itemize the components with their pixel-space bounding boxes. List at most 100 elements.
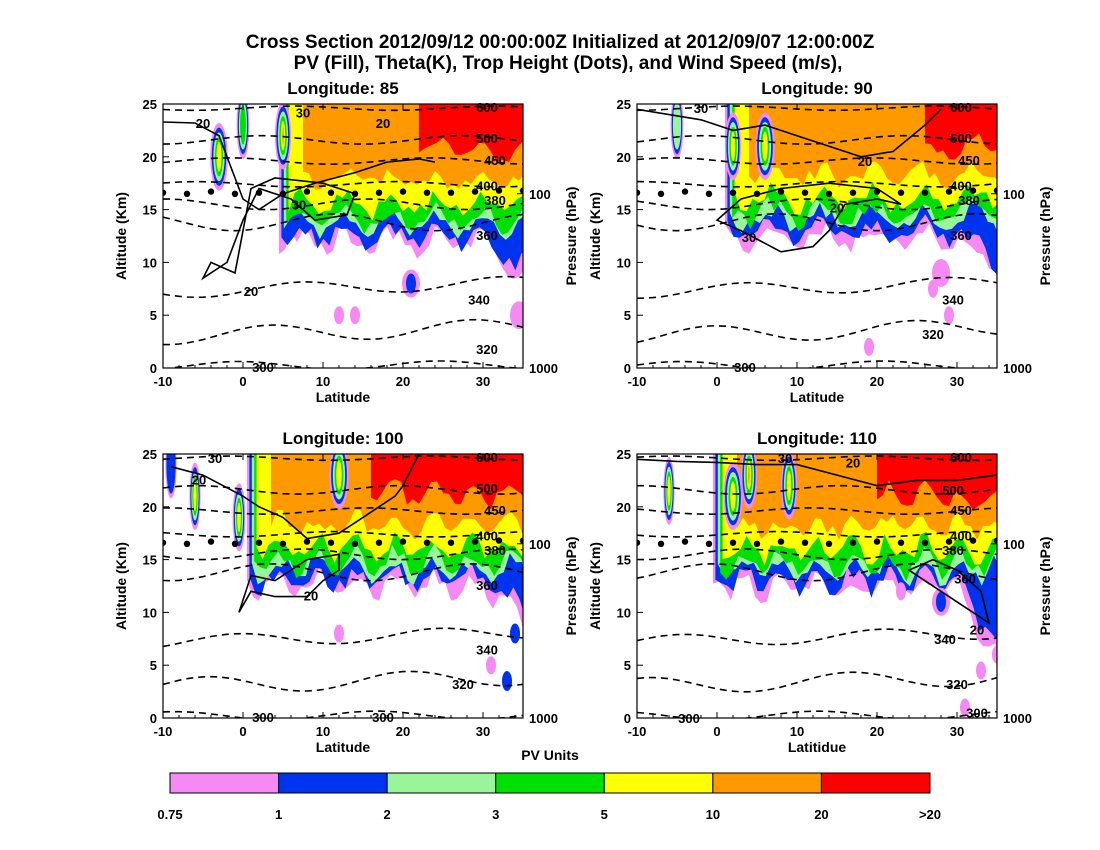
theta-label-500: 500 — [942, 483, 964, 498]
plot-area — [637, 454, 997, 718]
x-tick-label: 10 — [316, 374, 330, 389]
trop-height-dot — [495, 187, 503, 194]
x-tick-label: 20 — [870, 374, 884, 389]
x-tick-label: 30 — [476, 724, 490, 739]
y2-tick-label: 100 — [529, 187, 551, 202]
theta-contour — [637, 563, 997, 582]
trop-height-dot — [753, 190, 761, 197]
y2-axis-label: Pressure (hPa) — [563, 537, 579, 636]
trop-height-dot — [921, 539, 929, 546]
trop-height-dot — [231, 190, 239, 197]
x-tick-label: -10 — [628, 374, 647, 389]
y-tick-label: 5 — [150, 308, 157, 323]
theta-contour — [163, 563, 523, 582]
theta-label-600: 600 — [476, 450, 498, 465]
theta-contour — [163, 213, 523, 232]
theta-contour — [637, 530, 997, 538]
y-tick-label: 10 — [617, 605, 631, 620]
y-tick-label: 0 — [624, 711, 631, 726]
y2-tick-label: 1000 — [1003, 711, 1032, 726]
theta-label-400: 400 — [950, 528, 972, 543]
theta-label-400: 400 — [476, 528, 498, 543]
y2-axis-label: Pressure (hPa) — [1037, 537, 1053, 636]
y2-axis-label: Pressure (hPa) — [1037, 187, 1053, 286]
theta-label-340: 340 — [476, 642, 498, 657]
pv-filament — [730, 131, 736, 162]
pv-blob — [406, 273, 416, 294]
theta-label-380: 380 — [958, 193, 980, 208]
theta-contour — [163, 484, 523, 495]
x-tick-label: 20 — [396, 724, 410, 739]
trop-height-dot — [729, 189, 737, 196]
pv-blob — [992, 645, 997, 664]
y-tick-label: 25 — [617, 447, 631, 462]
theta-contour — [637, 276, 997, 299]
theta-label-380: 380 — [484, 543, 506, 558]
panel-title: Longitude: 85 — [287, 79, 398, 98]
pv-blob — [510, 301, 523, 330]
y2-axis-label: Pressure (hPa) — [563, 187, 579, 286]
theta-label-360: 360 — [954, 572, 976, 587]
y2-tick-label: 100 — [529, 537, 551, 552]
colorbar-bin-1-2 — [278, 772, 388, 794]
trop-height-dot — [873, 188, 881, 195]
x-tick-label: 30 — [950, 724, 964, 739]
plot-frame — [162, 453, 524, 719]
trop-height-dot — [279, 190, 287, 197]
colorbar-bin-0.75-1 — [169, 772, 280, 794]
colorbar-tick-label: 10 — [706, 807, 720, 822]
trop-height-dot — [303, 538, 311, 545]
theta-contour — [163, 548, 523, 561]
trop-height-dot — [681, 538, 689, 545]
trop-height-dot — [705, 540, 713, 547]
theta-contour — [163, 455, 523, 462]
y-tick-label: 15 — [617, 553, 631, 568]
theta-contour — [163, 360, 523, 368]
trop-height-dot — [495, 537, 503, 544]
trop-height-dot — [163, 539, 167, 546]
theta-contour — [163, 134, 523, 145]
theta-label-320: 320 — [946, 677, 968, 692]
y-tick-label: 25 — [143, 447, 157, 462]
theta-label-300: 300 — [966, 706, 988, 721]
plot-frame — [162, 103, 524, 369]
wind-contour-jet — [238, 553, 340, 613]
y-axis-label: Altitude (Km) — [113, 192, 129, 280]
pv-colorbar: PV Units 0.75 1 2 3 5 10 20 >20 — [157, 747, 941, 822]
theta-label-360: 360 — [476, 578, 498, 593]
theta-label-340: 340 — [942, 292, 964, 307]
trop-height-dot — [279, 540, 287, 547]
x-tick-label: 20 — [396, 374, 410, 389]
theta-label-380: 380 — [942, 543, 964, 558]
trop-height-dot — [207, 538, 215, 545]
plot-frame — [636, 453, 998, 719]
x-axis-label: Latitude — [790, 389, 845, 405]
pv-filament — [667, 476, 671, 506]
theta-label-320: 320 — [922, 327, 944, 342]
wind-label-20: 20 — [846, 455, 860, 470]
theta-contour — [163, 710, 523, 718]
panel-title: Longitude: 90 — [761, 79, 872, 98]
pv-blob — [960, 698, 970, 717]
theta-contour — [637, 360, 997, 368]
theta-label-340: 340 — [934, 632, 956, 647]
wind-label-20: 20 — [192, 472, 206, 487]
pv-filament — [216, 142, 222, 172]
y-tick-label: 10 — [617, 255, 631, 270]
trop-height-dot — [163, 189, 167, 196]
colorbar-bin-2-3 — [386, 772, 497, 794]
trop-height-dot — [825, 540, 833, 547]
colorbar-label: PV Units — [521, 747, 579, 763]
trop-height-dot — [637, 189, 641, 196]
theta-contour — [637, 134, 997, 145]
y-tick-label: 25 — [617, 97, 631, 112]
trop-height-dot — [849, 189, 857, 196]
x-axis-label: Latitude — [316, 389, 371, 405]
trop-height-dot — [825, 190, 833, 197]
pv-filament — [748, 465, 750, 486]
colorbar-bin-10-20 — [712, 772, 822, 794]
trop-height-dot — [993, 537, 997, 544]
theta-label-600: 600 — [950, 100, 972, 115]
x-tick-label: 30 — [476, 374, 490, 389]
